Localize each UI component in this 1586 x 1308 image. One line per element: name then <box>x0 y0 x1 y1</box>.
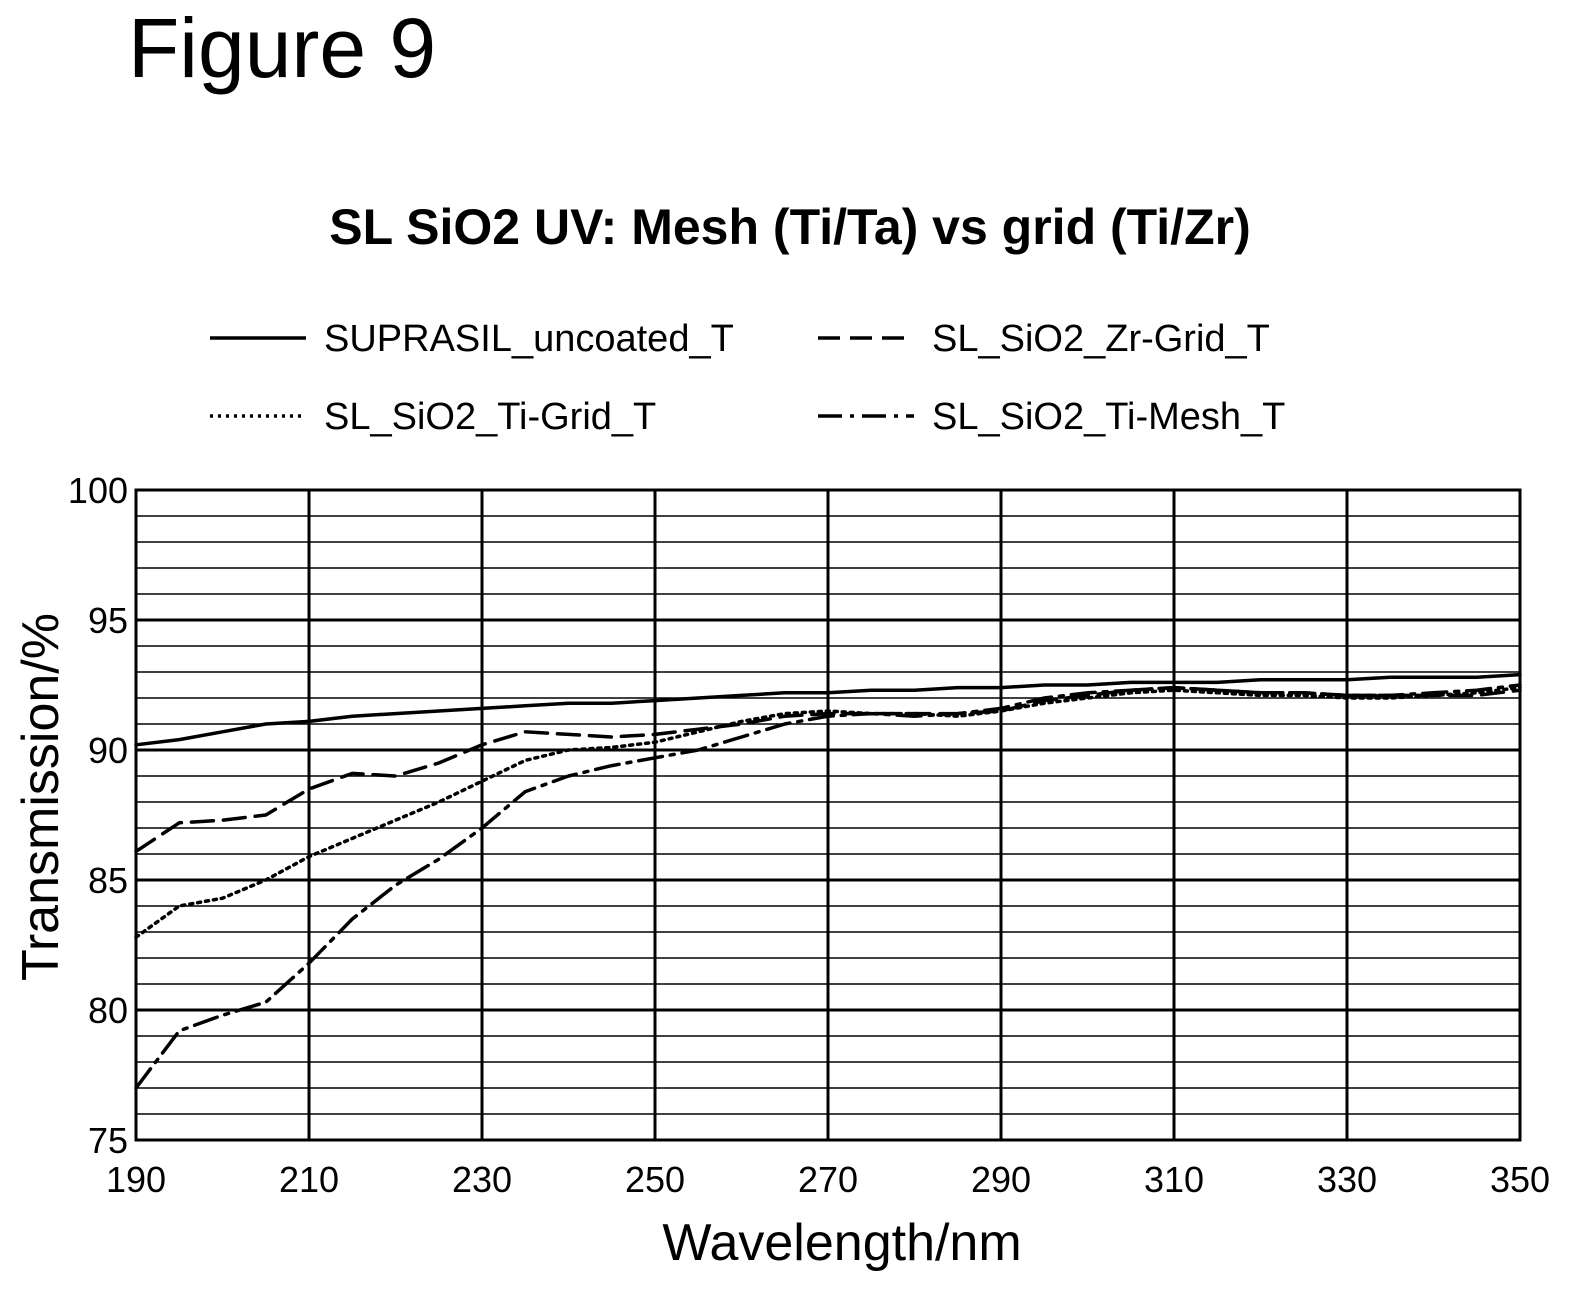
y-tick-label: 100 <box>68 470 128 511</box>
plot-frame <box>134 488 1522 1142</box>
legend-label-4: SL_SiO2_Ti-Mesh_T <box>932 396 1285 438</box>
y-axis-label: Transmission/% <box>12 613 70 981</box>
series-line-3 <box>134 685 1522 939</box>
series-line-1 <box>134 672 1522 747</box>
series-layer <box>134 672 1522 1090</box>
x-tick-label: 190 <box>106 1159 166 1200</box>
legend-label-2: SL_SiO2_Zr-Grid_T <box>932 318 1270 360</box>
y-tick-label: 85 <box>88 860 128 901</box>
x-tick-label: 350 <box>1490 1159 1550 1200</box>
x-tick-label: 230 <box>452 1159 512 1200</box>
y-tick-labels: 75 80 85 90 95 100 <box>68 470 128 1161</box>
x-tick-label: 250 <box>625 1159 685 1200</box>
y-tick-label: 80 <box>88 990 128 1031</box>
y-tick-label: 75 <box>88 1120 128 1161</box>
x-tick-label: 270 <box>798 1159 858 1200</box>
x-tick-labels: 190 210 230 250 270 290 310 330 350 <box>106 1159 1550 1200</box>
chart-title: SL SiO2 UV: Mesh (Ti/Ta) vs grid (Ti/Zr) <box>329 199 1250 255</box>
x-tick-label: 330 <box>1317 1159 1377 1200</box>
legend: SUPRASIL_uncoated_T SL_SiO2_Zr-Grid_T SL_S… <box>210 318 1285 438</box>
legend-label-3: SL_SiO2_Ti-Grid_T <box>324 396 656 438</box>
series-line-4 <box>134 683 1522 1090</box>
x-tick-label: 290 <box>971 1159 1031 1200</box>
x-tick-label: 310 <box>1144 1159 1204 1200</box>
figure-label: Figure 9 <box>128 1 437 95</box>
x-tick-label: 210 <box>279 1159 339 1200</box>
y-tick-label: 90 <box>88 730 128 771</box>
legend-label-1: SUPRASIL_uncoated_T <box>324 318 734 360</box>
major-gridlines <box>134 488 1522 1142</box>
x-axis-label: Wavelength/nm <box>662 1214 1021 1272</box>
y-tick-label: 95 <box>88 600 128 641</box>
